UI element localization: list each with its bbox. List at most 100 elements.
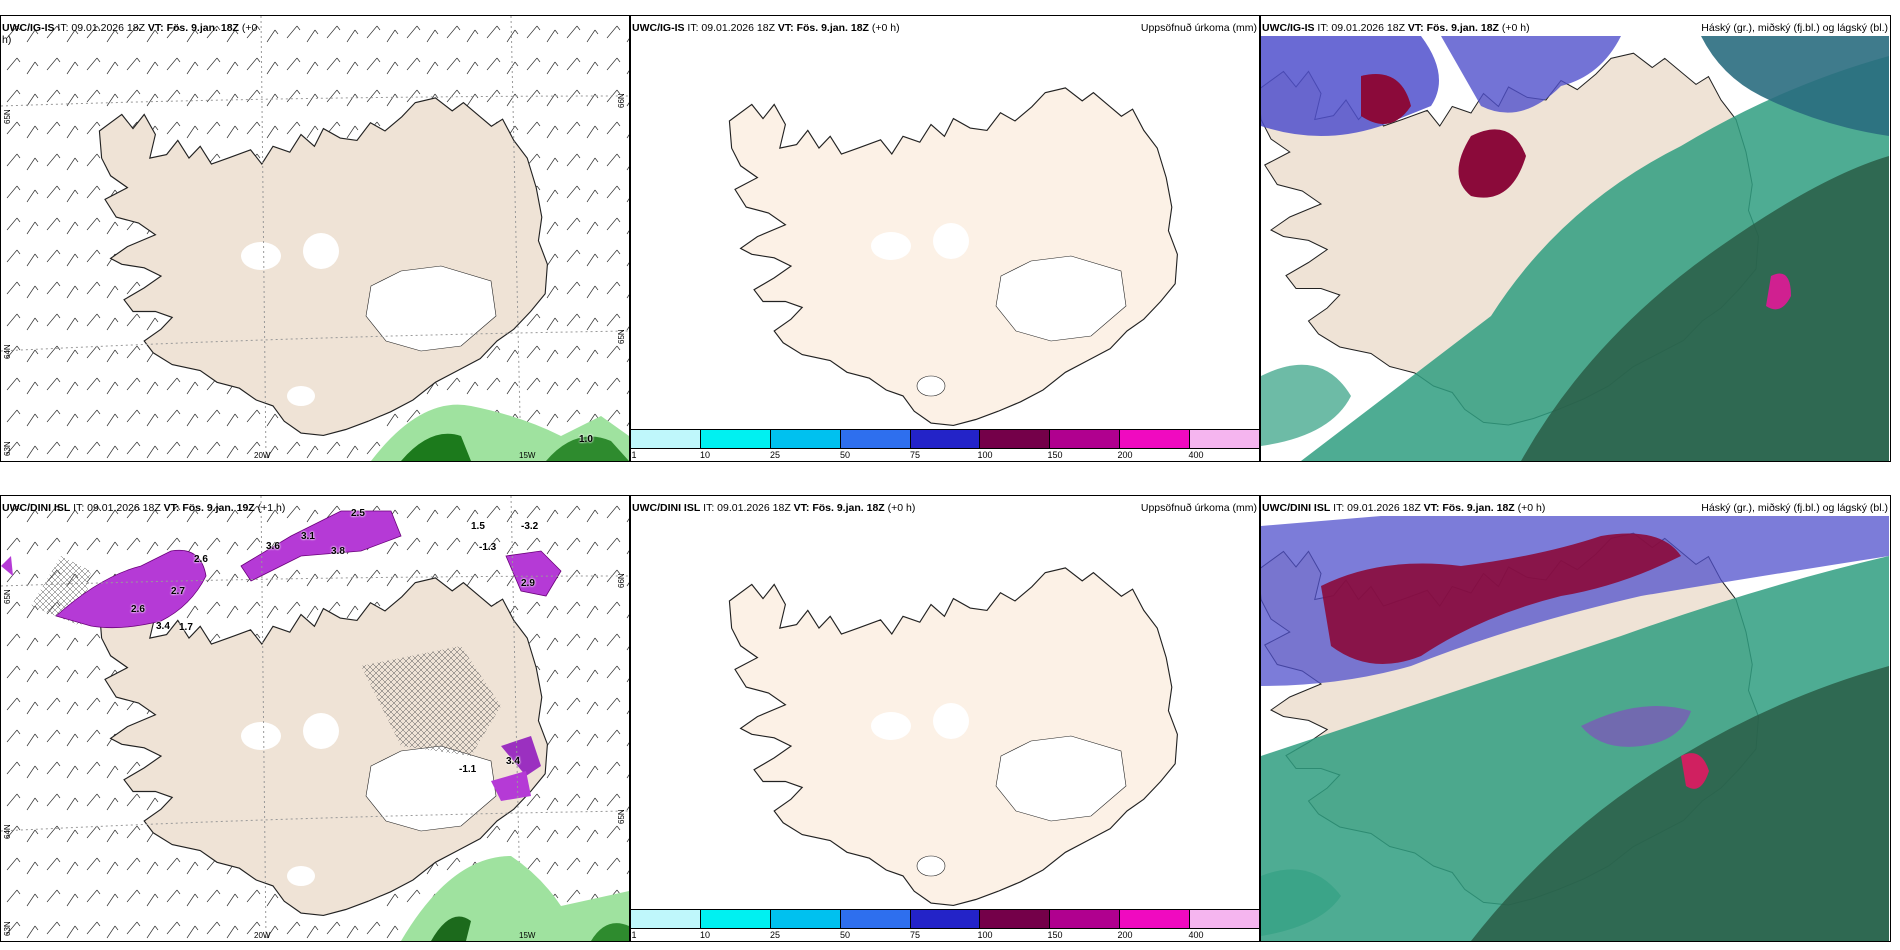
- init-time: IT: 09.01.2026 18Z: [703, 502, 791, 514]
- panel-header: UWC/DINI ISL IT: 09.01.2026 18Z VT: Fös.…: [1262, 502, 1546, 514]
- valid-time: VT: Fös. 9.jan. 18Z: [147, 22, 239, 34]
- convective-cell: [1681, 753, 1709, 789]
- panel-header: UWC/IG-IS IT: 09.01.2026 18Z VT: Fös. 9.…: [2, 22, 257, 46]
- lon-label-20w: 20W: [254, 451, 271, 460]
- lead-time-cont: h): [2, 34, 12, 46]
- colorbar-tick: 400: [1188, 450, 1204, 460]
- colorbar-tick: 50: [839, 450, 851, 460]
- panel-header: UWC/IG-IS IT: 09.01.2026 18Z VT: Fös. 9.…: [632, 22, 900, 34]
- panel-title: Uppsöfnuð úrkoma (mm): [1140, 22, 1257, 34]
- lead-time: (+1 h): [257, 502, 286, 514]
- wind-panel-dini: UWC/DINI ISL IT: 09.01.2026 18Z VT: Fös.…: [0, 495, 630, 942]
- glacier-langjokull: [871, 712, 911, 740]
- colorbar-bin-3: [770, 430, 841, 448]
- model-name: UWC/IG-IS: [2, 22, 55, 34]
- init-time: IT: 09.01.2026 18Z: [1317, 22, 1405, 34]
- wind-value: 2.9: [521, 578, 535, 589]
- colorbar-bin-7: [1050, 430, 1121, 448]
- high-cloud-area: [1471, 666, 1889, 941]
- low-cloud-area: [1261, 364, 1351, 446]
- colorbar-bin-1: [631, 910, 701, 928]
- lead-time: (+0 h): [1501, 22, 1530, 34]
- glacier-myrdalsjokull: [287, 866, 315, 886]
- colorbar-tick: 10: [699, 930, 711, 940]
- colorbar-tick: 1: [631, 450, 637, 460]
- glacier-hofsjokull: [933, 223, 969, 259]
- colorbar-bin-7: [1050, 910, 1121, 928]
- wind-value: 3.4: [156, 621, 170, 632]
- right-lat-label-66n: 66N: [617, 93, 626, 108]
- low-cloud-area: [1261, 869, 1341, 936]
- high-low-overlap: [1458, 129, 1526, 198]
- precip-panel-igis: UWC/IG-IS IT: 09.01.2026 18Z VT: Fös. 9.…: [630, 15, 1260, 462]
- colorbar-tick: 200: [1117, 450, 1133, 460]
- colorbar-tick: 75: [909, 450, 921, 460]
- right-lat-label-66n: 66N: [617, 573, 626, 588]
- high-low-overlap: [1321, 533, 1681, 664]
- hatched-area: [361, 646, 501, 756]
- glacier-myrdalsjokull: [287, 386, 315, 406]
- colorbar-bin-4: [840, 430, 911, 448]
- colorbar-bin-6: [980, 910, 1051, 928]
- wind-value: 3.1: [301, 531, 315, 542]
- colorbar-bin-1: [631, 430, 701, 448]
- colorbar-bin-8: [1120, 910, 1191, 928]
- wind-panel-igis: UWC/IG-IS IT: 09.01.2026 18Z VT: Fös. 9.…: [0, 15, 630, 462]
- colorbar-bin-9: [1190, 430, 1259, 448]
- colorbar-bin-2: [700, 910, 771, 928]
- lon-label-20w: 20W: [254, 931, 271, 940]
- init-time: IT: 09.01.2026 18Z: [57, 22, 145, 34]
- precip-area-northwest: [55, 549, 207, 629]
- wind-value: -1.1: [459, 764, 477, 775]
- panel-header: UWC/DINI ISL IT: 09.01.2026 18Z VT: Fös.…: [2, 502, 285, 514]
- colorbar-tick: 400: [1188, 930, 1204, 940]
- valid-time: VT: Fös. 9.jan. 19Z: [163, 502, 255, 514]
- convective-cell: [1766, 273, 1791, 310]
- valid-time: VT: Fös. 9.jan. 18Z: [777, 22, 869, 34]
- precip-area-southeast: [491, 771, 531, 801]
- precip-map-igis: [728, 87, 1178, 426]
- wind-value: 1.5: [471, 521, 485, 532]
- colorbar-bin-4: [840, 910, 911, 928]
- valid-time: VT: Fös. 9.jan. 18Z: [1407, 22, 1499, 34]
- precip-colorbar: 1 10 25 50 75 100 150 200 400: [631, 909, 1259, 941]
- glacier-hofsjokull: [303, 713, 339, 749]
- colorbar-bin-5: [910, 430, 981, 448]
- colorbar-tick: 100: [977, 450, 993, 460]
- glacier-myrdalsjokull: [916, 375, 946, 397]
- colorbar-tick: 150: [1047, 450, 1063, 460]
- init-time: IT: 09.01.2026 18Z: [73, 502, 161, 514]
- valid-time: VT: Fös. 9.jan. 18Z: [793, 502, 885, 514]
- colorbar-bin-6: [980, 430, 1051, 448]
- panel-header: UWC/IG-IS IT: 09.01.2026 18Z VT: Fös. 9.…: [1262, 22, 1530, 34]
- high-low-overlap: [1361, 74, 1411, 124]
- cloud-panel-dini: UWC/DINI ISL IT: 09.01.2026 18Z VT: Fös.…: [1260, 495, 1891, 942]
- precip-area-edge: [1, 556, 13, 576]
- glacier-hofsjokull: [303, 233, 339, 269]
- glacier-vatnajokull: [365, 265, 497, 352]
- model-name: UWC/DINI ISL: [2, 502, 71, 514]
- mid-cloud-area: [1441, 36, 1621, 113]
- precip-map-dini: [728, 567, 1178, 906]
- panel-title: Uppsöfnuð úrkoma (mm): [1140, 502, 1257, 514]
- colorbar-tick: 100: [977, 930, 993, 940]
- glacier-vatnajokull: [995, 255, 1127, 342]
- wind-value: 2.5: [351, 508, 365, 519]
- glacier-langjokull: [241, 242, 281, 270]
- wind-value: 3.6: [266, 541, 280, 552]
- glacier-langjokull: [871, 232, 911, 260]
- graticule: [1, 16, 629, 461]
- wind-value: 2.6: [194, 554, 208, 565]
- precip-area-east: [501, 736, 541, 776]
- lead-time: (+0 h): [887, 502, 916, 514]
- model-name: UWC/DINI ISL: [632, 502, 701, 514]
- precip-core-south: [431, 916, 471, 941]
- colorbar-tick: 1: [631, 930, 637, 940]
- wind-value: -1.3: [479, 542, 497, 553]
- precip-panel-dini: UWC/DINI ISL IT: 09.01.2026 18Z VT: Fös.…: [630, 495, 1260, 942]
- init-time: IT: 09.01.2026 18Z: [687, 22, 775, 34]
- wind-value: 2.7: [171, 586, 185, 597]
- colorbar-tick: 25: [769, 930, 781, 940]
- lat-label-65n: 65N: [3, 589, 12, 604]
- glacier-vatnajokull: [995, 735, 1127, 822]
